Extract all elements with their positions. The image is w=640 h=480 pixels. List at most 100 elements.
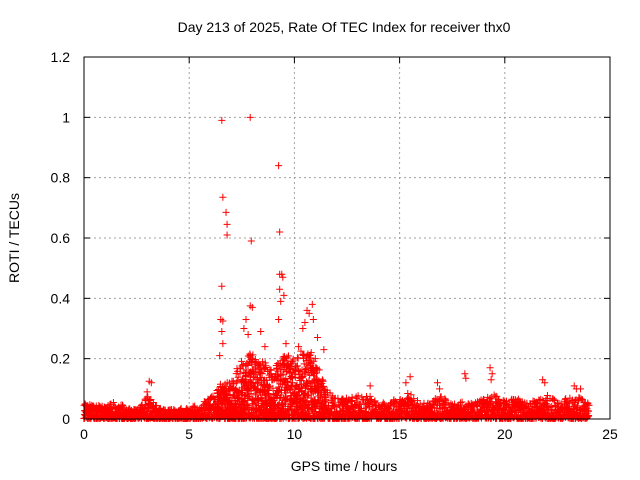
data-point-marker [486, 364, 494, 372]
plot-frame [83, 56, 611, 420]
data-point-marker [433, 379, 441, 387]
data-point-marker [353, 395, 361, 403]
data-point-marker [275, 315, 283, 323]
data-point-marker [334, 394, 342, 402]
data-point-marker [457, 401, 465, 409]
data-point-marker [320, 382, 328, 390]
data-point-marker [223, 220, 231, 228]
data-point-marker [266, 366, 274, 374]
data-point-marker [293, 381, 301, 389]
data-point-marker [248, 303, 256, 311]
data-point-marker [402, 379, 410, 387]
data-point-marker [371, 398, 379, 406]
data-point-marker [549, 395, 557, 403]
data-point-marker [284, 352, 292, 360]
data-point-marker [585, 401, 593, 409]
data-point-marker [366, 382, 374, 390]
data-point-marker [413, 397, 421, 405]
data-point-marker [301, 318, 309, 326]
data-point-marker [436, 385, 444, 393]
data-point-marker [311, 355, 319, 363]
grid-lines [84, 57, 610, 419]
data-point-marker [276, 285, 284, 293]
data-point-marker [277, 371, 285, 379]
data-point-marker [391, 398, 399, 406]
data-point-marker [242, 315, 250, 323]
x-tick-label: 25 [602, 426, 618, 442]
data-point-marker [461, 404, 469, 412]
data-point-marker [287, 372, 295, 380]
data-point-marker [264, 383, 272, 391]
data-point-marker [147, 379, 155, 387]
data-point-marker [244, 362, 252, 370]
data-point-marker [287, 401, 295, 409]
data-point-marker [451, 400, 459, 408]
data-point-marker [348, 397, 356, 405]
data-point-marker [275, 162, 283, 170]
y-tick-label: 0.2 [51, 351, 71, 367]
data-point-marker [314, 334, 322, 342]
y-tick-label: 1 [62, 109, 70, 125]
data-point-marker [307, 394, 315, 402]
x-tick-label: 15 [392, 426, 408, 442]
axis-ticks: 0 5 10 15 20 25 0 0.2 0.4 0.6 0.8 1 1.2 [51, 49, 618, 442]
data-point-marker [299, 325, 307, 332]
data-point-marker [551, 396, 559, 404]
data-point-marker [308, 300, 316, 308]
data-point-marker [318, 376, 326, 384]
data-point-marker [431, 395, 439, 403]
data-point-marker [276, 228, 284, 236]
data-point-marker [265, 386, 273, 394]
data-point-marker [119, 402, 127, 410]
data-point-marker [265, 382, 273, 390]
data-point-marker [218, 282, 226, 290]
data-point-marker [267, 366, 275, 374]
data-point-marker [491, 411, 499, 419]
data-point-marker [257, 328, 265, 336]
data-point-marker [297, 347, 305, 355]
data-point-marker [273, 364, 281, 372]
data-point-marker [251, 355, 259, 363]
data-markers [80, 113, 593, 422]
data-point-marker [143, 388, 151, 396]
data-point-marker [487, 376, 495, 384]
data-point-marker [295, 343, 303, 351]
data-point-marker [406, 373, 414, 381]
data-point-marker [541, 379, 549, 387]
data-point-marker [577, 385, 585, 393]
x-tick-label: 10 [287, 426, 303, 442]
data-point-marker [291, 373, 299, 381]
data-point-marker [246, 113, 254, 121]
x-tick-label: 0 [80, 426, 88, 442]
data-point-marker [362, 408, 370, 416]
data-point-marker [282, 340, 290, 348]
data-point-marker [233, 377, 241, 385]
x-tick-label: 5 [185, 426, 193, 442]
data-point-marker [262, 362, 270, 370]
data-point-marker [254, 396, 262, 403]
data-point-marker [315, 366, 323, 374]
data-point-marker [222, 208, 230, 216]
y-tick-label: 0.6 [51, 230, 71, 246]
data-point-marker [546, 403, 554, 411]
data-point-marker [410, 395, 418, 403]
data-point-marker [258, 369, 266, 377]
data-point-marker [303, 364, 311, 372]
data-point-marker [294, 354, 302, 362]
data-point-marker [385, 405, 393, 413]
data-point-marker [309, 315, 317, 323]
data-point-marker [292, 362, 300, 370]
data-point-marker [458, 398, 466, 406]
data-point-marker [407, 391, 415, 399]
data-point-marker [461, 370, 469, 378]
data-point-marker [109, 399, 117, 407]
y-tick-label: 0 [62, 411, 70, 427]
data-point-marker [219, 340, 227, 348]
data-point-marker [247, 390, 255, 398]
data-point-marker [218, 116, 226, 124]
data-point-marker [301, 365, 309, 373]
data-point-marker [305, 309, 313, 317]
data-point-marker [584, 400, 592, 408]
data-point-marker [320, 386, 328, 394]
chart-title: Day 213 of 2025, Rate Of TEC Index for r… [178, 19, 511, 35]
